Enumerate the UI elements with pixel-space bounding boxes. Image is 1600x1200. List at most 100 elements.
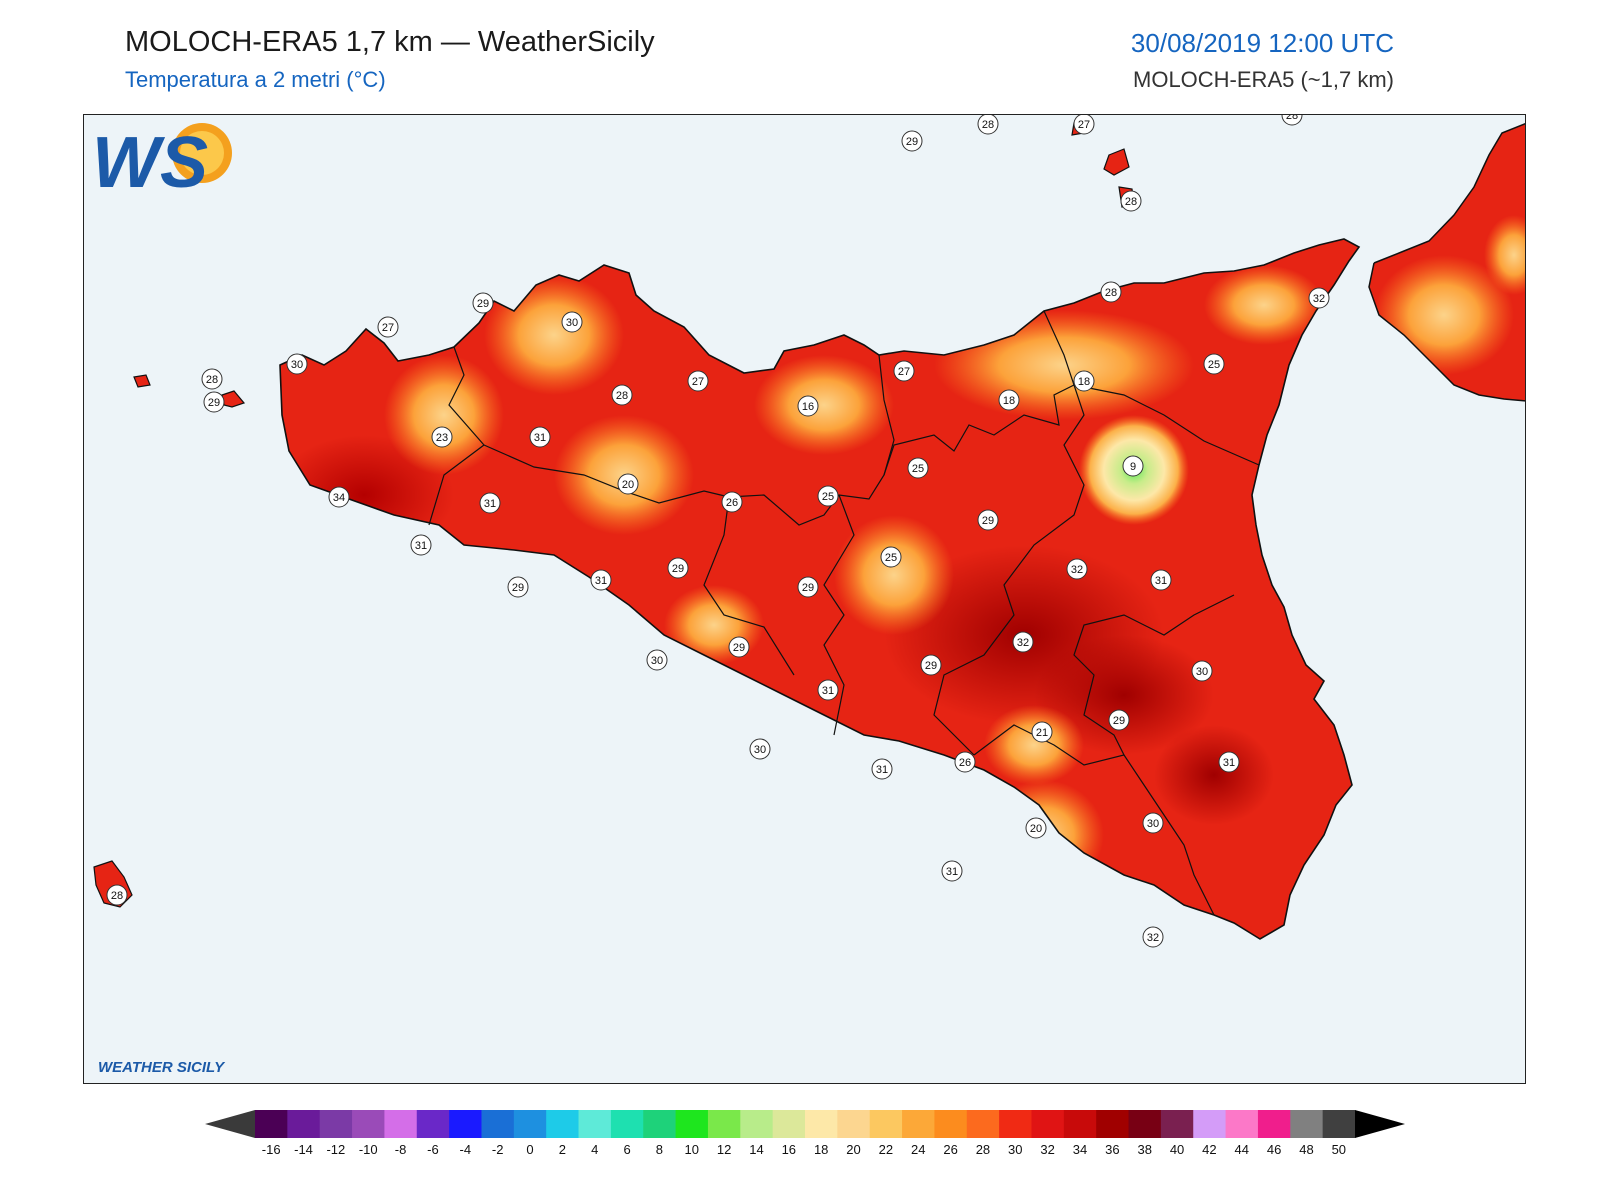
station-labels: 29 28 27 28 28 28 32 29 27 30 28 29 27 28 16 27 18 18 25 23… (106, 115, 1330, 948)
colorbar-swatch (999, 1110, 1032, 1138)
colorbar-tick-label: 28 (976, 1142, 990, 1157)
colorbar-tick-label: 16 (782, 1142, 796, 1157)
station-value: 28 (982, 119, 994, 131)
station-label: 25 (1203, 353, 1225, 375)
station-label: 31 (1150, 569, 1172, 591)
station-label: 29 (797, 576, 819, 598)
colorbar-tick-label: 38 (1137, 1142, 1151, 1157)
colorbar-tick-label: 2 (559, 1142, 566, 1157)
colorbar-tick-label: -8 (395, 1142, 407, 1157)
colorbar-swatch (902, 1110, 935, 1138)
station-label: 31 (529, 426, 551, 448)
colorbar-swatch (287, 1110, 321, 1138)
station-label: 25 (880, 546, 902, 568)
station-value: 29 (1113, 715, 1125, 727)
colorbar-swatch (513, 1110, 547, 1138)
station-label: 30 (1191, 660, 1213, 682)
map-frame[interactable]: 29 28 27 28 28 28 32 29 27 30 28 29 27 28 16 27 18 18 25 23… (83, 114, 1526, 1084)
station-value: 28 (1105, 287, 1117, 299)
colorbar-swatch (869, 1110, 903, 1138)
station-label: 30 (749, 738, 771, 760)
map-subtitle: Temperatura a 2 metri (°C) (125, 67, 386, 92)
station-label: 29 (1108, 709, 1130, 731)
station-label: 29 (901, 130, 923, 152)
station-value: 29 (208, 397, 220, 409)
station-label: 25 (907, 457, 929, 479)
station-value: 29 (925, 660, 937, 672)
colorbar-tick-label: -4 (460, 1142, 472, 1157)
station-label: 31 (410, 534, 432, 556)
station-value: 26 (959, 757, 971, 769)
colorbar-swatch (707, 1110, 741, 1138)
station-label: 9 (1122, 455, 1144, 477)
logo-letters: WS (92, 123, 208, 203)
colorbar-swatch (1063, 1110, 1097, 1138)
colorbar-swatch (675, 1110, 709, 1138)
station-label: 16 (797, 395, 819, 417)
colorbar-tick-label: -2 (492, 1142, 504, 1157)
colorbar-tick-label: 12 (717, 1142, 731, 1157)
station-label: 26 (954, 751, 976, 773)
station-value: 29 (802, 582, 814, 594)
station-value: 29 (477, 298, 489, 310)
colorbar-swatch (643, 1110, 677, 1138)
station-value: 32 (1017, 637, 1029, 649)
map-canvas: 29 28 27 28 28 28 32 29 27 30 28 29 27 28 16 27 18 18 25 23… (93, 115, 1525, 948)
colorbar-tick-label: 0 (526, 1142, 533, 1157)
station-label: 31 (590, 569, 612, 591)
station-label: 25 (817, 485, 839, 507)
station-label: 32 (1308, 287, 1330, 309)
station-label: 28 (611, 384, 633, 406)
colorbar-tick-label: 10 (685, 1142, 699, 1157)
station-value: 30 (566, 317, 578, 329)
colorbar-swatch (578, 1110, 612, 1138)
station-label: 28 (201, 368, 223, 390)
colorbar-tick-label: 14 (749, 1142, 763, 1157)
station-label: 31 (941, 860, 963, 882)
province-borders (428, 310, 1260, 916)
colorbar-swatch (1225, 1110, 1259, 1138)
station-label: 28 (1281, 115, 1303, 126)
station-label: 27 (377, 316, 399, 338)
colorbar-swatch (1096, 1110, 1130, 1138)
colorbar-tick-label: 8 (656, 1142, 663, 1157)
station-label: 27 (893, 360, 915, 382)
station-label: 28 (1120, 190, 1142, 212)
station-label: 18 (1073, 370, 1095, 392)
station-value: 9 (1130, 461, 1136, 473)
station-label: 29 (977, 509, 999, 531)
colorbar-swatch (610, 1110, 644, 1138)
colorbar-arrow-low (205, 1110, 255, 1138)
station-label: 31 (871, 758, 893, 780)
station-value: 29 (982, 515, 994, 527)
station-value: 27 (898, 366, 910, 378)
colorbar-tick-label: -12 (326, 1142, 345, 1157)
station-label: 20 (1025, 817, 1047, 839)
calabria-landmass (1368, 122, 1525, 402)
colorbar-tick-label: 32 (1040, 1142, 1054, 1157)
station-label: 21 (1031, 721, 1053, 743)
station-value: 31 (534, 432, 546, 444)
station-label: 30 (286, 353, 308, 375)
colorbar-swatch (449, 1110, 482, 1138)
station-value: 28 (616, 390, 628, 402)
colorbar-tick-label: 46 (1267, 1142, 1281, 1157)
station-label: 20 (617, 473, 639, 495)
colorbar-swatch (1031, 1110, 1065, 1138)
colorbar-tick-label: 48 (1299, 1142, 1313, 1157)
station-value: 31 (484, 498, 496, 510)
colorbar-swatch (1128, 1110, 1162, 1138)
colorbar-swatch (546, 1110, 580, 1138)
colorbar-tick-label: 6 (623, 1142, 630, 1157)
station-value: 28 (1125, 196, 1137, 208)
colorbar-swatch (1160, 1110, 1194, 1138)
station-value: 27 (1078, 119, 1090, 131)
station-label: 28 (977, 115, 999, 135)
colorbar-tick-label: 4 (591, 1142, 598, 1157)
weathersicily-logo: WS (92, 123, 232, 203)
colorbar-tick-label: 40 (1170, 1142, 1184, 1157)
station-value: 28 (206, 374, 218, 386)
station-value: 34 (333, 492, 345, 504)
station-value: 21 (1036, 727, 1048, 739)
colorbar-swatch (255, 1110, 288, 1138)
